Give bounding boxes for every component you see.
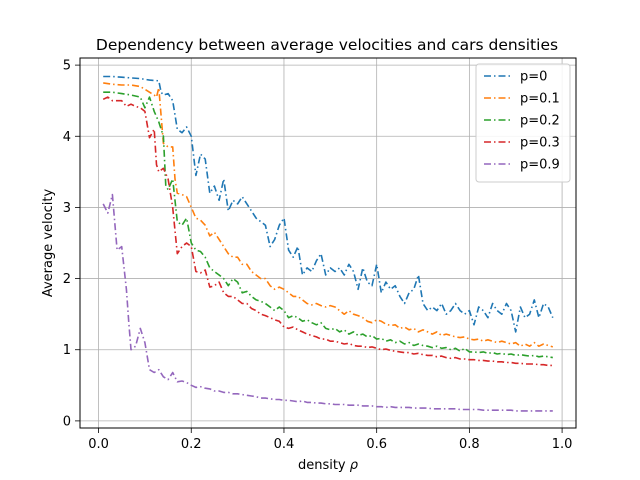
x-tick-label: 0.8 — [459, 437, 480, 452]
legend-label-0: p=0 — [520, 70, 547, 85]
y-tick-label: 5 — [63, 59, 71, 74]
series-line-2 — [103, 91, 553, 359]
plot-frame — [79, 57, 577, 429]
legend-label-4: p=0.9 — [520, 158, 560, 173]
series-line-1 — [103, 82, 554, 348]
x-tick-label: 0.2 — [181, 437, 202, 452]
x-tick-label: 0.6 — [366, 437, 387, 452]
x-tick-label: 0.0 — [88, 437, 109, 452]
x-axis-label-text: density — [298, 458, 346, 473]
legend-box — [475, 63, 571, 183]
legend-label-3: p=0.3 — [520, 136, 560, 151]
y-tick-label: 0 — [63, 414, 71, 429]
y-axis-ticks: 0 1 2 3 4 5 — [63, 59, 80, 429]
chart-title: Dependency between average velocities an… — [96, 36, 558, 54]
legend: p=0 p=0.1 p=0.2 p=0.3 p=0.9 — [475, 63, 571, 183]
y-tick-label: 3 — [63, 201, 71, 216]
series-line-3 — [102, 96, 553, 367]
x-axis-label: density ρ — [298, 458, 359, 473]
x-axis-ticks: 0.0 0.2 0.4 0.6 0.8 1.0 — [88, 428, 572, 452]
series-lines — [102, 75, 554, 412]
legend-label-2: p=0.2 — [520, 114, 560, 129]
y-tick-label: 4 — [63, 130, 71, 145]
x-tick-label: 0.4 — [274, 437, 295, 452]
y-axis-label: Average velocity — [41, 189, 56, 298]
y-tick-label: 2 — [63, 272, 71, 287]
y-tick-label: 1 — [63, 343, 71, 358]
x-tick-label: 1.0 — [552, 437, 573, 452]
x-axis-label-symbol: ρ — [350, 458, 359, 473]
legend-label-1: p=0.1 — [520, 92, 560, 107]
